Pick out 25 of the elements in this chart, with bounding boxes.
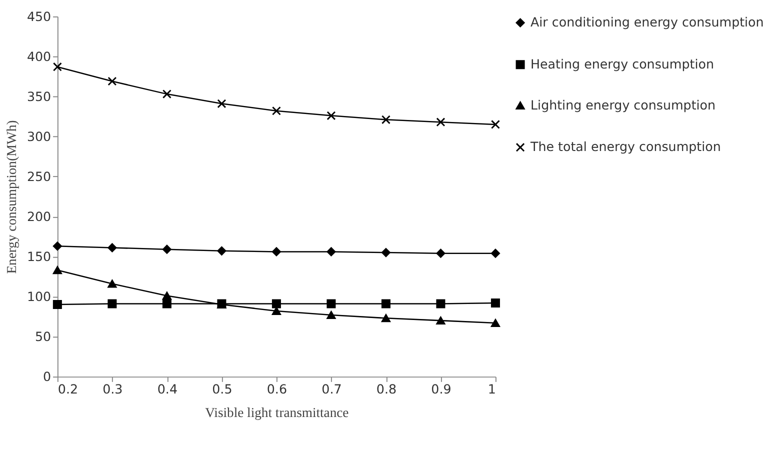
x-tick-label: 0.5 [212,382,232,397]
legend-label: Heating energy consumption [530,56,714,72]
y-tick-label: 400 [26,48,52,64]
y-tick-label: 350 [26,88,52,104]
x-tick-label: 1 [488,382,496,397]
y-tick-label: 100 [26,288,52,304]
y-tick-label: 0 [43,368,52,384]
y-tick-label: 150 [26,248,52,264]
x-tick-label: 0.8 [376,382,396,397]
x-tick-label: 0.3 [102,382,123,397]
x-tick-label: 0.4 [157,382,178,397]
x-tick-label: 0.9 [431,382,452,397]
y-tick-label: 450 [26,8,52,24]
x-tick-label: 0.6 [266,382,287,397]
y-axis-title: Energy consumption(MWh) [4,120,20,274]
x-tick-label: 0.7 [322,382,342,397]
legend-label: Air conditioning energy consumption [530,14,764,30]
x-axis-title: Visible light transmittance [205,404,349,420]
x-tick-label: 0.2 [58,382,78,397]
y-tick-label: 300 [26,128,52,144]
legend-label: The total energy consumption [530,139,721,154]
legend-label: Lighting energy consumption [530,97,716,112]
y-tick-label: 250 [26,168,52,184]
y-tick-label: 200 [26,208,52,224]
y-tick-label: 50 [35,328,52,344]
